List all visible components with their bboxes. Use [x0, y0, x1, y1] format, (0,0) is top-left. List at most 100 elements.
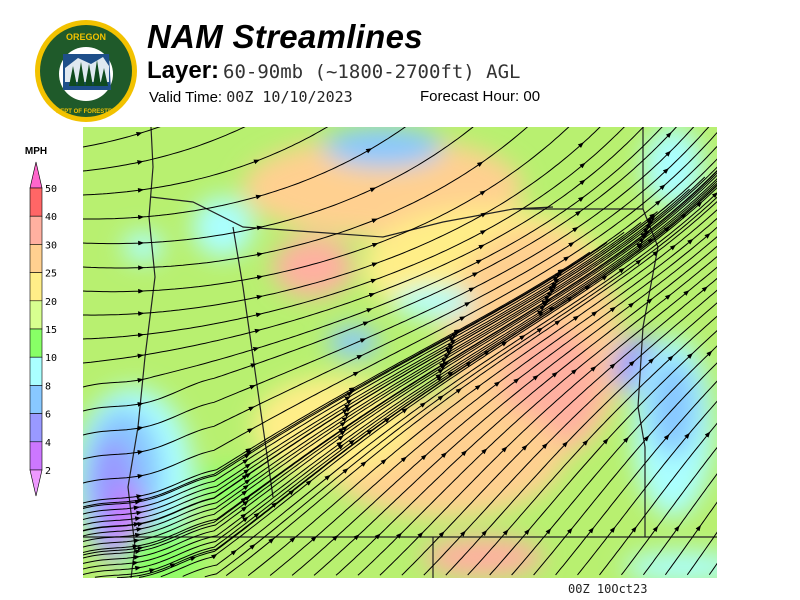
- legend-swatch: [29, 328, 43, 358]
- legend-swatch: [29, 187, 43, 217]
- wind-speed-region: [328, 327, 378, 357]
- streamline: [83, 127, 329, 196]
- streamline: [94, 182, 717, 578]
- streamline-arrow: [343, 412, 351, 418]
- streamline-arrow: [384, 417, 391, 423]
- streamline-arrow: [341, 416, 349, 423]
- streamline: [708, 562, 717, 575]
- streamline-arrow: [669, 244, 676, 251]
- streamline-arrow: [696, 201, 703, 208]
- streamline-arrow: [134, 499, 142, 505]
- streamline-arrow: [211, 553, 218, 560]
- streamline-arrow: [359, 338, 367, 343]
- legend-label: 30: [45, 240, 57, 251]
- streamline-arrow: [551, 284, 558, 290]
- streamline-arrow: [248, 406, 255, 412]
- streamline-arrow: [324, 474, 331, 481]
- streamline: [533, 362, 717, 576]
- streamline-arrow: [249, 544, 256, 550]
- streamline-arrow: [623, 436, 629, 443]
- streamline-arrow: [536, 327, 543, 333]
- streamline-arrow: [695, 525, 701, 532]
- streamline-arrow: [546, 291, 553, 298]
- streamline-arrow: [253, 512, 260, 519]
- streamline-arrow: [521, 444, 528, 451]
- wind-speed-region: [323, 127, 443, 167]
- streamline: [225, 201, 717, 576]
- streamline-arrow: [609, 526, 616, 533]
- streamline-arrow: [400, 456, 407, 463]
- streamline-arrow: [455, 388, 462, 394]
- streamline-arrow: [571, 368, 578, 375]
- streamline-arrow: [609, 306, 616, 313]
- layer-label: Layer:: [147, 57, 220, 84]
- oregon-department-of-forestry-logo: OREGON DEPT OF FORESTRY: [35, 20, 137, 122]
- streamline-arrow: [246, 428, 254, 434]
- streamline-arrow: [133, 555, 140, 560]
- streamline-arrow: [494, 381, 501, 387]
- streamline-arrow: [648, 357, 655, 364]
- streamline-arrow: [588, 527, 594, 534]
- streamline-arrow: [453, 330, 461, 336]
- streamline-arrow: [137, 498, 144, 503]
- streamline-arrow: [704, 431, 711, 438]
- streamline-arrow: [339, 421, 347, 427]
- streamline-arrow: [242, 458, 249, 465]
- streamline-arrow: [442, 360, 450, 367]
- streamline-arrow: [419, 402, 427, 408]
- streamline-arrow: [665, 131, 672, 138]
- valid-time-value: 00Z 10/10/2023: [226, 88, 353, 106]
- streamline-arrow: [635, 259, 642, 265]
- streamline-arrow: [464, 301, 471, 307]
- streamline-arrow: [647, 238, 654, 244]
- streamline-arrow: [352, 371, 360, 377]
- streamline-arrow: [545, 528, 552, 535]
- streamline-arrow: [417, 532, 424, 538]
- streamline: [577, 400, 717, 576]
- legend-label: 6: [45, 410, 51, 421]
- streamline-arrow: [345, 406, 352, 413]
- streamline: [83, 127, 161, 148]
- streamline-arrow: [137, 474, 144, 479]
- streamline-arrow: [136, 494, 143, 499]
- streamline-arrow: [136, 510, 143, 516]
- streamline-arrow: [543, 295, 551, 301]
- streamline-arrow: [590, 366, 597, 372]
- streamline-arrow: [332, 535, 339, 541]
- streamline-arrow: [447, 371, 454, 377]
- forecast-hour-value: 00: [523, 88, 541, 105]
- streamline-arrow: [137, 450, 144, 455]
- streamline: [83, 170, 717, 556]
- streamline: [83, 180, 717, 576]
- streamline: [291, 226, 717, 576]
- streamline: [83, 166, 717, 548]
- footer-timestamp: 00Z 10Oct23: [568, 582, 648, 596]
- streamline-arrow: [137, 378, 144, 383]
- streamline-arrow: [572, 226, 579, 233]
- legend-label: 15: [45, 325, 57, 336]
- streamline-arrow: [618, 267, 625, 274]
- streamline: [555, 380, 717, 576]
- streamline-arrow: [701, 286, 708, 293]
- streamline-arrow: [479, 190, 486, 196]
- streamline-arrow: [346, 399, 353, 405]
- streamline: [83, 176, 706, 543]
- streamline-arrow: [468, 287, 475, 293]
- streamline: [664, 501, 717, 576]
- streamline: [83, 127, 474, 245]
- streamline-arrow: [288, 489, 295, 496]
- streamline-arrow: [562, 441, 569, 448]
- streamline-arrow: [365, 148, 373, 154]
- streamline-arrow: [460, 530, 466, 537]
- streamline: [83, 127, 529, 269]
- streamline: [83, 251, 591, 504]
- streamline-arrow: [513, 378, 520, 384]
- streamline-arrow: [244, 495, 251, 502]
- streamline-arrow: [474, 384, 482, 391]
- streamline-arrow: [572, 315, 580, 321]
- legend-swatch: [29, 300, 43, 330]
- streamline-arrow: [252, 347, 260, 352]
- legend-swatch: [29, 385, 43, 414]
- page-title: NAM Streamlines: [147, 18, 423, 55]
- streamline-arrow: [437, 395, 444, 401]
